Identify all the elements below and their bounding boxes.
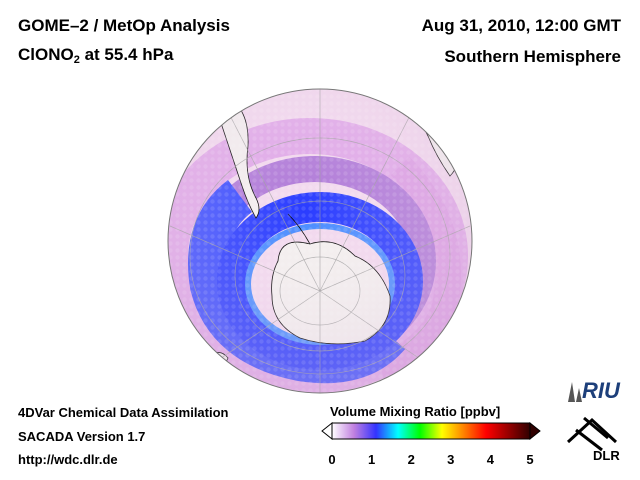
riu-logo: RIU (568, 378, 621, 403)
colorbar-under-arrow (321, 421, 333, 441)
globe-outline (167, 88, 473, 394)
pressure-level: at 55.4 hPa (79, 45, 174, 64)
colorbar-tick-5: 5 (526, 452, 533, 467)
colorbar-over-arrow (529, 421, 541, 441)
colorbar-title: Volume Mixing Ratio [ppbv] (330, 404, 501, 419)
colorbar-tick-3: 3 (447, 452, 454, 467)
footer-url[interactable]: http://wdc.dlr.de (18, 452, 118, 467)
dlr-logo-text: DLR (593, 448, 620, 463)
footer-version: SACADA Version 1.7 (18, 429, 146, 444)
colorbar-tick-4: 4 (487, 452, 495, 467)
title-line-2: ClONO2 at 55.4 hPa (18, 45, 173, 66)
title-line-1: GOME–2 / MetOp Analysis (18, 16, 230, 35)
colorbar-tick-0: 0 (328, 452, 335, 467)
globe-map (167, 88, 473, 394)
riu-logo-emblem (568, 382, 582, 402)
species-prefix: ClONO (18, 45, 74, 64)
hemisphere-label: Southern Hemisphere (444, 47, 621, 66)
colorbar-tick-1: 1 (368, 452, 375, 467)
footer-system: 4DVar Chemical Data Assimilation (18, 405, 229, 420)
riu-logo-text: RIU (582, 378, 621, 403)
colorbar-tick-2: 2 (408, 452, 415, 467)
colorbar: 0 1 2 3 4 5 (321, 421, 541, 467)
dlr-logo-icon (566, 416, 618, 452)
species-subscript: 2 (73, 54, 80, 66)
colorbar-gradient (331, 422, 531, 440)
analysis-date: Aug 31, 2010, 12:00 GMT (421, 16, 621, 35)
